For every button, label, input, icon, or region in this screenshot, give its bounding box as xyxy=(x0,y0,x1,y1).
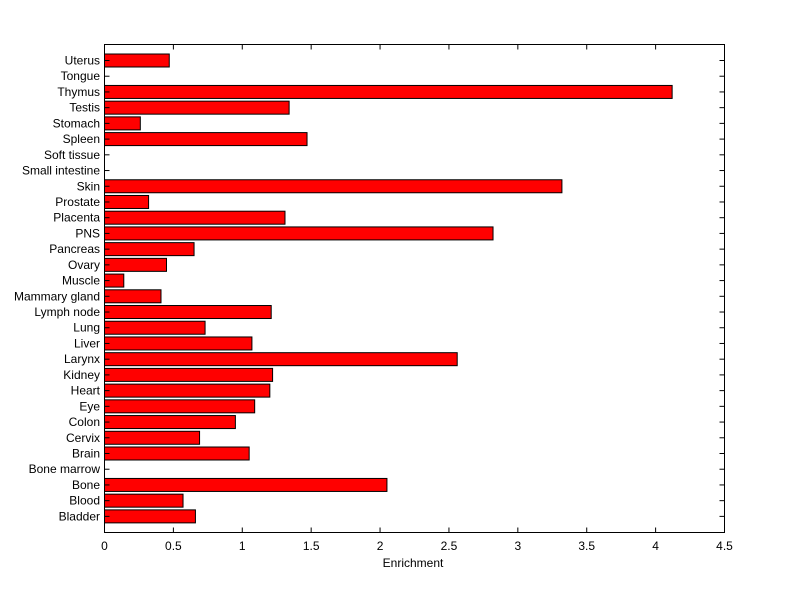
y-tick-label-tongue: Tongue xyxy=(61,69,101,83)
bar-cervix xyxy=(104,430,201,445)
bar-heart xyxy=(104,383,271,398)
y-tick-label-cervix: Cervix xyxy=(66,431,100,445)
bar-testis xyxy=(104,100,290,115)
bar-spleen xyxy=(104,132,308,147)
bar-bone xyxy=(104,477,388,492)
bar-bladder xyxy=(104,509,196,524)
y-tick-label-liver: Liver xyxy=(74,336,100,350)
x-axis-title: Enrichment xyxy=(383,556,444,570)
y-tick-label-uterus: Uterus xyxy=(65,54,100,68)
y-tick-label-colon: Colon xyxy=(69,415,100,429)
x-tick-label-group: 0 0.5 1 1.5 2 2.5 3 3.5 4 4.5 xyxy=(101,539,733,553)
bar-blood xyxy=(104,493,184,508)
y-tick-label-mammary-gland: Mammary gland xyxy=(14,289,100,303)
y-tick-label-prostate: Prostate xyxy=(55,195,100,209)
y-tick-label-soft-tissue: Soft tissue xyxy=(44,148,100,162)
bar-thymus xyxy=(104,84,673,99)
x-tick-label-3: 3 xyxy=(514,539,521,553)
y-tick-label-skin: Skin xyxy=(77,179,100,193)
bar-stomach xyxy=(104,116,141,131)
x-tick-label-2: 2 xyxy=(377,539,384,553)
bar-colon xyxy=(104,415,236,430)
bar-placenta xyxy=(104,210,286,225)
y-tick-label-lung: Lung xyxy=(73,321,100,335)
y-tick-label-lymph-node: Lymph node xyxy=(34,305,100,319)
bar-ovary xyxy=(104,257,167,272)
x-tick-label-1: 1 xyxy=(239,539,246,553)
x-tick-label-2-5: 2.5 xyxy=(441,539,458,553)
y-tick-label-larynx: Larynx xyxy=(64,352,100,366)
bar-kidney xyxy=(104,367,274,382)
y-tick-label-pns: PNS xyxy=(75,226,100,240)
y-tick-label-bladder: Bladder xyxy=(59,509,100,523)
y-tick-label-bone-marrow: Bone marrow xyxy=(29,462,101,476)
y-tick-label-brain: Brain xyxy=(72,447,100,461)
y-tick-label-bone: Bone xyxy=(72,478,100,492)
bar-mammary-gland xyxy=(104,289,162,304)
y-tick-label-heart: Heart xyxy=(71,384,101,398)
y-tick-label-kidney: Kidney xyxy=(63,368,100,382)
bar-prostate xyxy=(104,194,150,209)
bar-larynx xyxy=(104,352,458,367)
x-tick-label-4: 4 xyxy=(652,539,659,553)
bar-lung xyxy=(104,320,206,335)
y-tick-label-thymus: Thymus xyxy=(57,85,100,99)
y-tick-label-stomach: Stomach xyxy=(53,116,100,130)
bar-eye xyxy=(104,399,256,414)
bar-lymph-node xyxy=(104,305,272,320)
bar-liver xyxy=(104,336,253,351)
bar-uterus xyxy=(104,53,170,68)
y-tick-label-eye: Eye xyxy=(79,399,100,413)
y-tick-label-spleen: Spleen xyxy=(63,132,100,146)
y-tick-label-testis: Testis xyxy=(69,101,100,115)
bar-pancreas xyxy=(104,242,195,257)
x-tick-label-4-5: 4.5 xyxy=(716,539,733,553)
y-tick-label-pancreas: Pancreas xyxy=(49,242,100,256)
bar-pns xyxy=(104,226,494,241)
y-tick-label-ovary: Ovary xyxy=(68,258,100,272)
x-tick-label-0-5: 0.5 xyxy=(165,539,182,553)
bar-skin xyxy=(104,179,563,194)
bar-brain xyxy=(104,446,250,461)
x-tick-label-3-5: 3.5 xyxy=(578,539,595,553)
x-tick-label-1-5: 1.5 xyxy=(303,539,320,553)
plot-frame xyxy=(104,44,725,533)
x-tick-label-0: 0 xyxy=(101,539,108,553)
tick-group xyxy=(104,44,725,533)
y-tick-label-placenta: Placenta xyxy=(53,211,100,225)
y-tick-label-blood: Blood xyxy=(69,494,100,508)
y-tick-label-small-intestine: Small intestine xyxy=(22,164,100,178)
y-tick-label-muscle: Muscle xyxy=(62,274,100,288)
